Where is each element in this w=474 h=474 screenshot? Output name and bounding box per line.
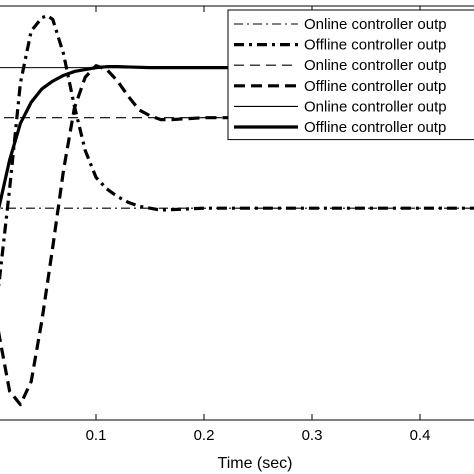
series-line-6 bbox=[0, 65, 474, 211]
legend-label-6: Offline controller outp bbox=[304, 119, 446, 136]
axes bbox=[0, 5, 474, 421]
legend-label-3: Online controller outp bbox=[304, 57, 447, 74]
series-line-2 bbox=[0, 14, 474, 287]
legend-label-5: Online controller outp bbox=[304, 98, 447, 115]
x-tick-label: 0.2 bbox=[194, 427, 215, 444]
legend-label-1: Online controller outp bbox=[304, 16, 447, 33]
x-ticks: 0.1 0.2 0.3 0.4 bbox=[86, 6, 431, 444]
legend-box bbox=[227, 9, 474, 141]
x-tick-label: 0.3 bbox=[302, 427, 323, 444]
legend-label-4: Offline controller outp bbox=[304, 78, 446, 95]
legend-label-2: Offline controller outp bbox=[304, 37, 446, 54]
x-tick-label: 0.4 bbox=[410, 427, 431, 444]
legend: Online controller outp Offline controller… bbox=[227, 9, 474, 141]
x-tick-label: 0.1 bbox=[86, 427, 107, 444]
x-axis-label: Time (sec) bbox=[218, 455, 293, 472]
